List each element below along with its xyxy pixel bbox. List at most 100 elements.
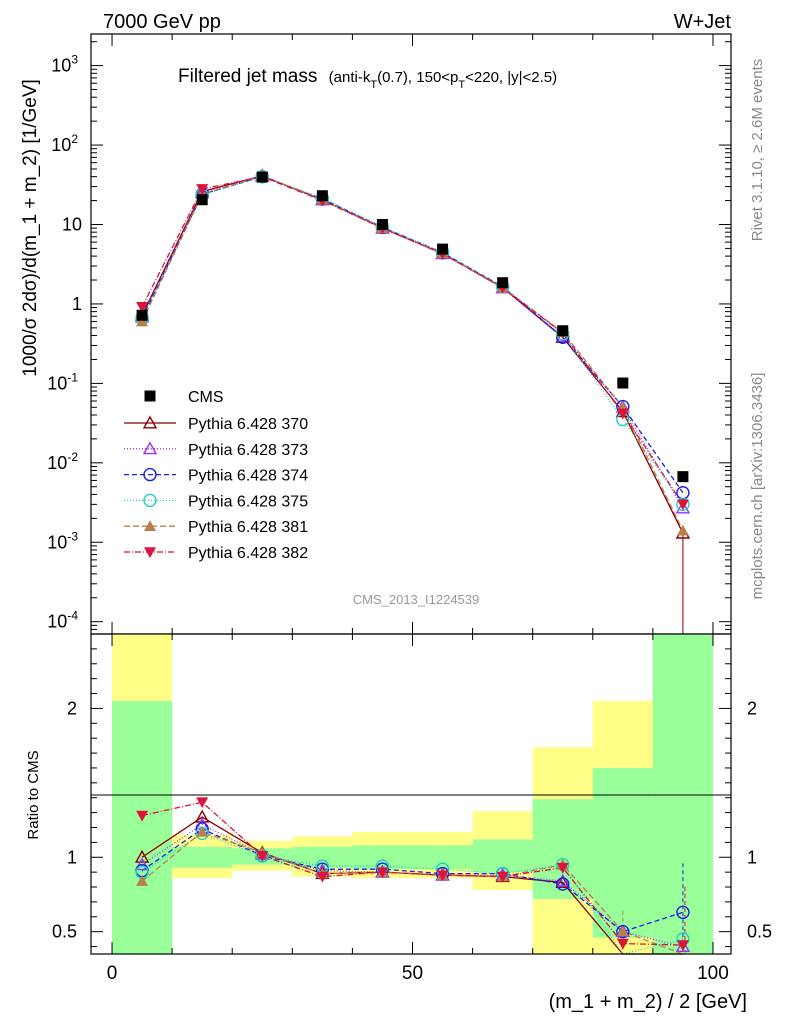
cms-data-point	[136, 309, 148, 321]
cms-data-point	[677, 471, 689, 483]
series-point	[616, 408, 629, 420]
y-tick-exponent: -2	[67, 450, 78, 464]
ratio-series-point	[555, 873, 570, 887]
chart-title: Filtered jet mass (anti-kT(0.7), 150<pT<…	[178, 66, 557, 91]
energy-label: 7000 GeV pp	[103, 11, 221, 33]
legend-label: Pythia 6.428 381	[188, 519, 308, 536]
cms-data-point	[437, 243, 449, 255]
ratio-series-point	[256, 850, 269, 862]
ratio-y-tick-label-right: 0.5	[747, 922, 772, 942]
series-point	[196, 184, 209, 195]
y-tick-label: 103	[51, 53, 78, 76]
process-label: W+Jet	[674, 11, 732, 33]
ratio-series-point	[496, 871, 509, 883]
green-band	[112, 700, 173, 954]
y-tick-exponent: 2	[71, 132, 78, 146]
series-point	[136, 302, 149, 313]
legend-label: Pythia 6.428 374	[188, 468, 308, 485]
green-band	[352, 845, 413, 870]
uncertainty-bands	[112, 634, 713, 954]
ratio-series-point	[196, 825, 209, 837]
ratio-series-point	[676, 905, 690, 920]
series-line	[141, 175, 684, 505]
ratio-y-tick-label-right: 2	[747, 698, 757, 718]
ratio-series-point	[194, 809, 210, 823]
ratio-series-point	[316, 871, 329, 883]
x-tick-label: 50	[402, 963, 423, 984]
series-line	[141, 175, 684, 531]
legend-marker	[142, 415, 158, 429]
legend: CMS Pythia 6.428 370 Pythia 6.428 373 Pythi…	[124, 389, 308, 562]
main-axis-ticks: 10-4 10-3 10-2 10-1 1 10 102 103	[47, 34, 731, 635]
ratio-y-tick-label: 0.5	[52, 922, 77, 942]
legend-marker	[143, 493, 157, 508]
ratio-y-tick-label: 2	[67, 698, 77, 718]
ratio-series-point	[196, 797, 209, 809]
series-line	[141, 175, 684, 505]
legend-cms-label: CMS	[188, 389, 224, 406]
cms-data-point	[617, 377, 629, 389]
y-tick-label: 1	[72, 294, 82, 314]
ratio-series-point	[436, 870, 449, 882]
cms-data-point	[376, 218, 388, 230]
cms-data-point	[196, 194, 208, 206]
y-tick-exponent: -1	[67, 370, 78, 384]
y-tick-label: 10-3	[47, 529, 78, 552]
legend-marker	[144, 520, 156, 531]
mcplots-label: mcplots.cern.ch [arXiv:1306.3436]	[749, 373, 766, 600]
legend-label: Pythia 6.428 375	[188, 493, 308, 510]
legend-marker	[144, 547, 156, 558]
legend-marker	[142, 441, 158, 455]
series-point	[676, 524, 689, 536]
ratio-series-point	[675, 939, 691, 953]
y-tick-label: 10-4	[47, 609, 78, 632]
ratio-series-point	[376, 867, 389, 879]
y-tick-label: 10	[62, 214, 82, 234]
x-tick-label: 100	[697, 963, 729, 984]
ratio-y-tick-label-right: 1	[747, 847, 757, 867]
main-series-lines	[141, 175, 684, 634]
ratio-series-point	[616, 938, 629, 950]
ratio-plot-frame	[90, 633, 732, 955]
y-tick-exponent: 3	[71, 53, 78, 67]
legend-label: Pythia 6.428 373	[188, 442, 308, 459]
main-plot-frame	[90, 33, 732, 635]
ratio-series-point	[616, 925, 629, 937]
cms-data-point	[316, 190, 328, 202]
cms-data-point	[557, 325, 569, 337]
series-point	[136, 315, 149, 327]
y-tick-exponent: -3	[67, 529, 78, 543]
ratio-series-markers	[134, 797, 691, 953]
x-tick-label: 0	[107, 963, 118, 984]
cms-data-point	[256, 171, 268, 183]
legend-label: Pythia 6.428 382	[188, 545, 308, 562]
ratio-series-point	[136, 810, 149, 822]
green-band	[472, 839, 533, 873]
ratio-y-axis-label: Ratio to CMS	[25, 750, 42, 839]
cms-data-point	[497, 277, 509, 289]
x-axis-label: (m_1 + m_2) / 2 [GeV]	[549, 991, 747, 1013]
y-tick-label: 102	[51, 132, 78, 155]
legend-marker	[143, 467, 157, 482]
main-series-markers	[134, 168, 691, 539]
ratio-series-point	[134, 857, 150, 871]
ratio-series-line	[141, 823, 684, 948]
ratio-series-point	[555, 875, 570, 889]
ratio-series-point	[134, 849, 150, 863]
y-tick-label: 10-2	[47, 450, 78, 473]
y-tick-label: 10-1	[47, 370, 78, 393]
ratio-series-point	[556, 877, 570, 891]
green-band	[292, 846, 353, 868]
ratio-series-line	[141, 831, 684, 955]
rivet-version-label: Rivet 3.1.10, ≥ 2.6M events	[749, 59, 766, 242]
green-band	[412, 845, 473, 870]
series-point	[675, 500, 691, 514]
main-y-axis-label: 1000/σ 2dσ)/d(m_1 + m_2) [1/GeV]	[20, 79, 41, 377]
legend-label: Pythia 6.428 370	[188, 416, 308, 433]
ratio-series-point	[556, 862, 569, 874]
ratio-y-tick-label: 1	[67, 847, 77, 867]
green-band	[172, 846, 233, 868]
ratio-series-point	[676, 940, 689, 952]
legend-cms-marker	[144, 390, 156, 402]
